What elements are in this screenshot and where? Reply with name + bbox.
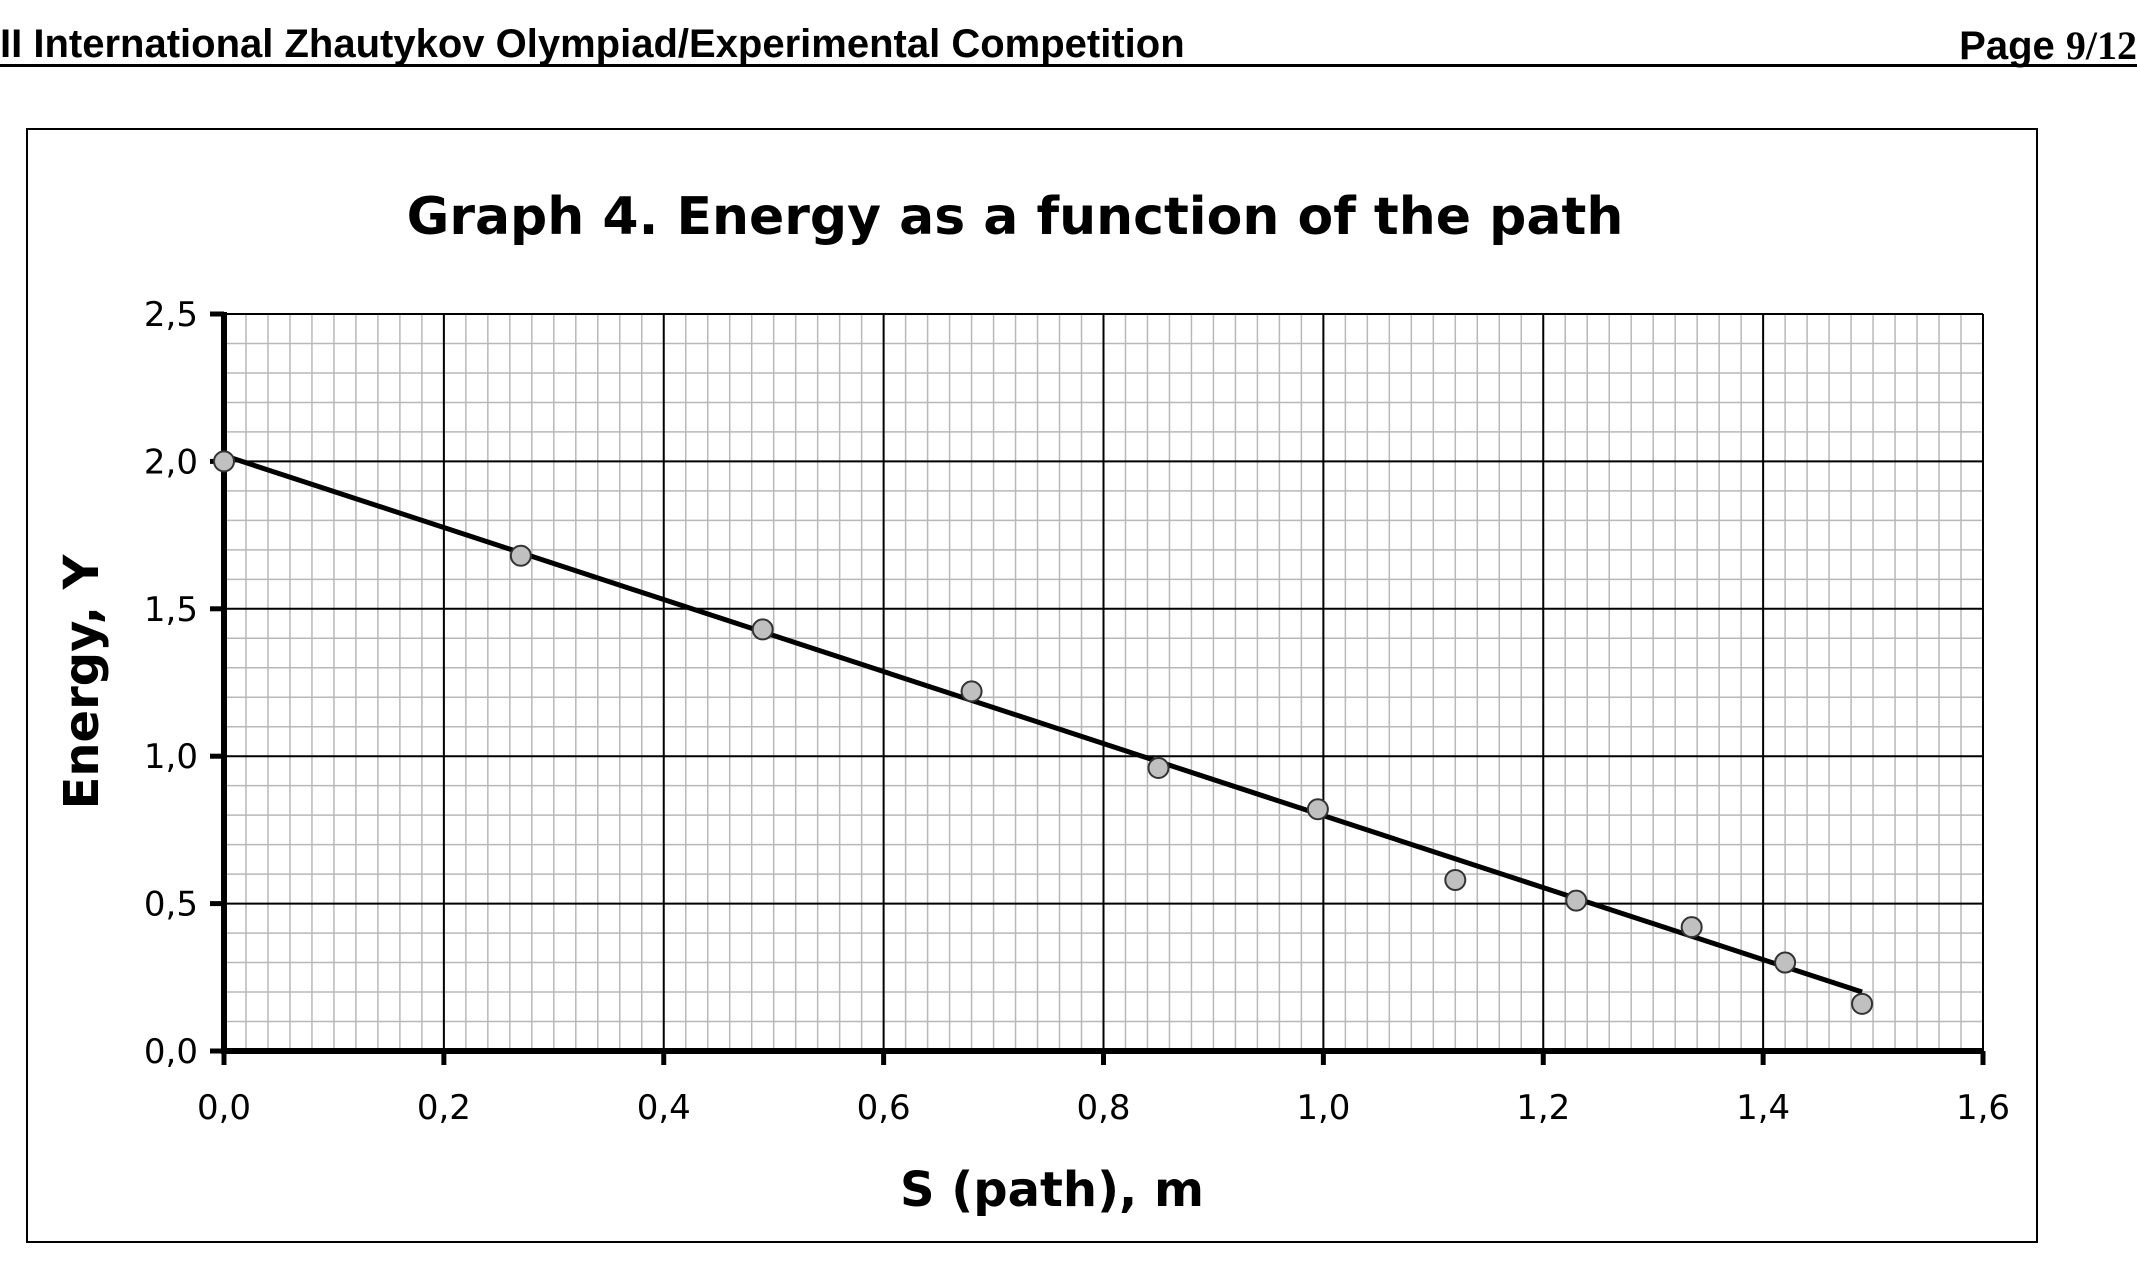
x-ticks: 0,0 0,2 0,4 0,6 0,8 1,0 1,2 1,4 1,6	[197, 1051, 2010, 1128]
y-tick-label: 2,0	[144, 442, 198, 482]
data-point	[509, 544, 532, 567]
x-tick-label: 0,4	[637, 1088, 691, 1128]
x-tick-label: 0,8	[1076, 1088, 1130, 1128]
data-point	[1565, 889, 1588, 912]
header-rule	[0, 64, 2137, 67]
trendline	[223, 453, 1863, 995]
y-tick-label: 1,5	[144, 590, 198, 630]
page-number: 9/12	[2065, 23, 2137, 68]
x-tick-label: 1,2	[1516, 1088, 1570, 1128]
data-point	[1774, 951, 1797, 974]
grid-major	[224, 313, 1984, 1051]
x-tick-label: 0,2	[417, 1088, 471, 1128]
data-point	[1851, 992, 1874, 1015]
y-ticks: 0,0 0,5 1,0 1,5 2,0 2,5	[144, 295, 224, 1072]
data-point	[751, 618, 774, 641]
trendline-group	[223, 453, 1863, 995]
x-tick-label: 1,6	[1956, 1088, 2010, 1128]
data-points	[213, 450, 1874, 1015]
data-point	[960, 680, 983, 703]
data-point	[1306, 798, 1329, 821]
y-tick-label: 0,5	[144, 885, 198, 925]
x-tick-label: 0,0	[197, 1088, 251, 1128]
x-tick-label: 1,0	[1296, 1088, 1350, 1128]
data-point	[1147, 756, 1170, 779]
data-point	[213, 450, 235, 473]
competition-title: II International Zhautykov Olympiad/Expe…	[0, 22, 1185, 66]
x-tick-label: 0,6	[857, 1088, 911, 1128]
page-label: Page	[1959, 24, 2066, 68]
page-header: II International Zhautykov Olympiad/Expe…	[0, 22, 2137, 70]
data-point	[1680, 916, 1703, 939]
y-axis-label: Energy, Y	[54, 553, 110, 809]
x-axis-label: S (path), m	[900, 1162, 1204, 1218]
y-tick-label: 1,0	[144, 737, 198, 777]
x-tick-label: 1,4	[1736, 1088, 1790, 1128]
y-tick-label: 0,0	[144, 1032, 198, 1072]
chart-title: Graph 4. Energy as a function of the pat…	[407, 187, 1624, 247]
page-indicator: Page 9/12	[1959, 22, 2137, 69]
y-tick-label: 2,5	[144, 295, 198, 335]
data-point	[1444, 869, 1467, 892]
